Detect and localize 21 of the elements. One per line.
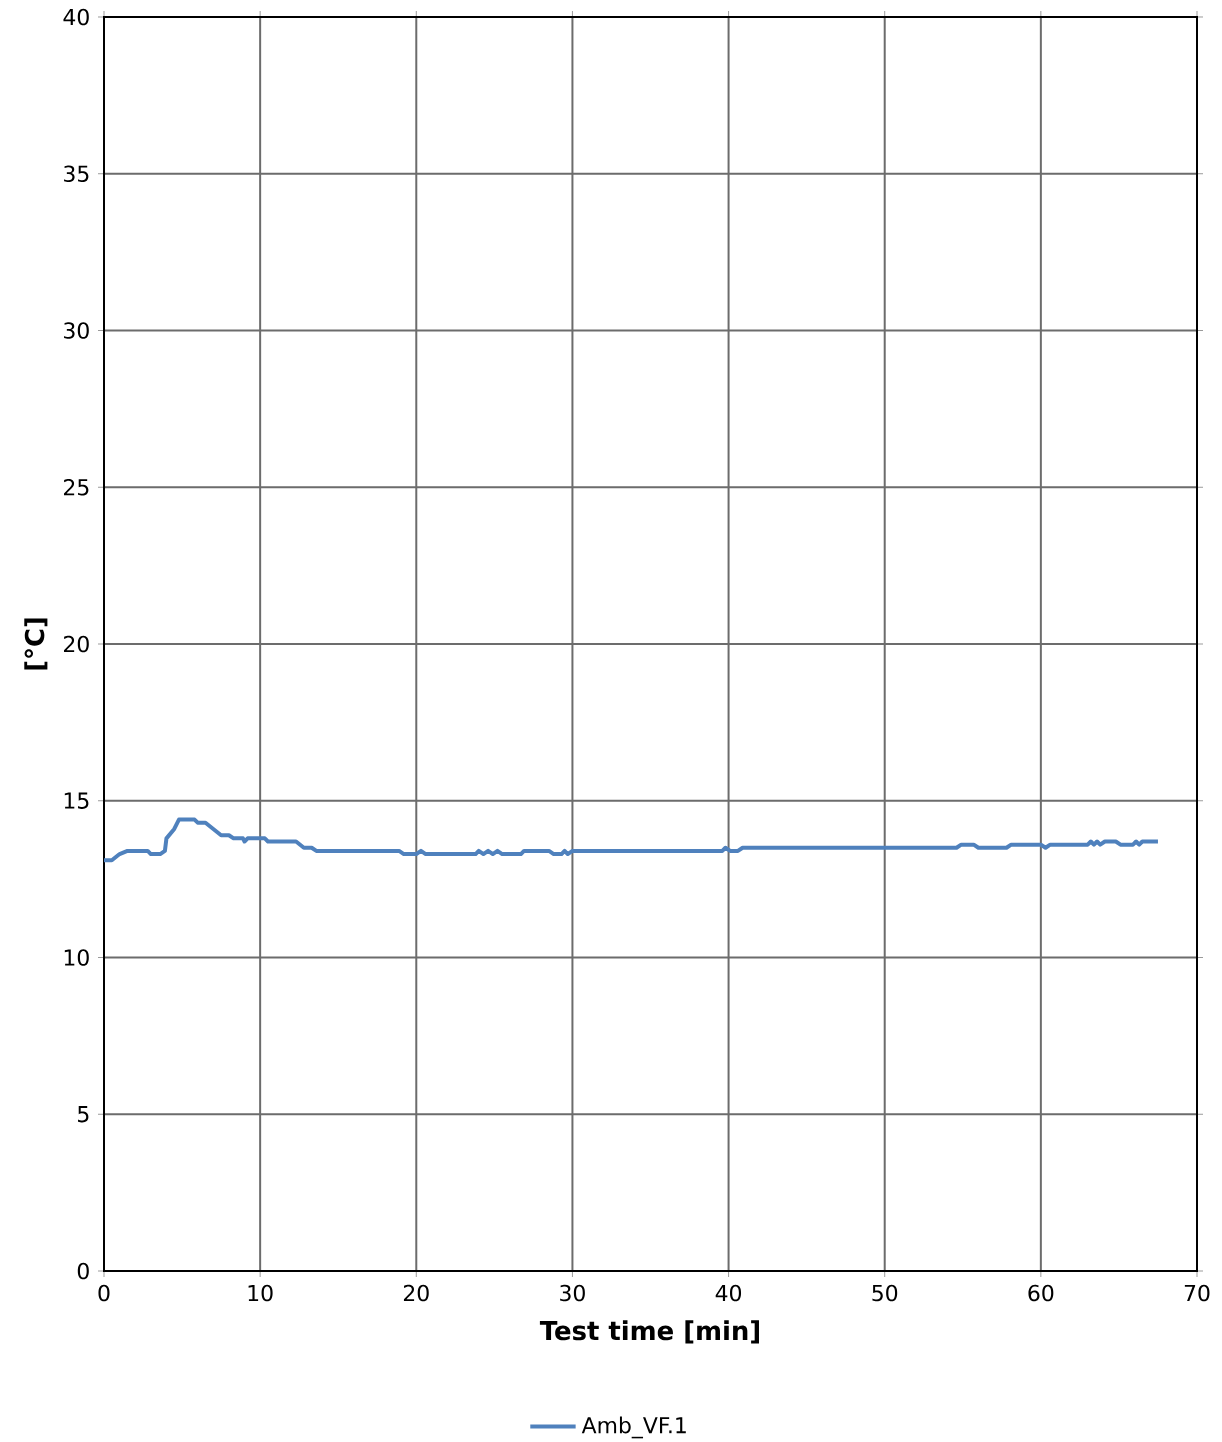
y-tick-label: 40	[63, 8, 89, 26]
x-tick-label: 0	[98, 1284, 110, 1302]
y-tick-label: 30	[64, 322, 89, 339]
y-tick-label: 25	[64, 478, 89, 496]
y-tick-label: 35	[64, 165, 89, 183]
y-tick-label: 10	[64, 949, 89, 966]
y-axis-title: [°C]	[24, 618, 48, 670]
x-tick-label: 30	[560, 1284, 585, 1302]
x-tick-label: 60	[1028, 1284, 1054, 1302]
x-tick-label: 70	[1184, 1284, 1210, 1302]
x-tick-label: 10	[248, 1284, 273, 1302]
y-tick-label: 20	[64, 635, 89, 653]
y-tick-label: 0	[77, 1262, 89, 1280]
legend-label: Amb_VF.1	[581, 1416, 686, 1439]
line-series	[104, 817, 1160, 863]
x-tick-label: 50	[872, 1284, 898, 1302]
y-tick-label: 15	[64, 792, 89, 809]
x-axis-title: Test time [min]	[539, 1320, 759, 1344]
y-tick-label: 5	[78, 1106, 89, 1123]
x-tick-label: 40	[715, 1284, 742, 1302]
x-tick-label: 20	[403, 1284, 429, 1302]
